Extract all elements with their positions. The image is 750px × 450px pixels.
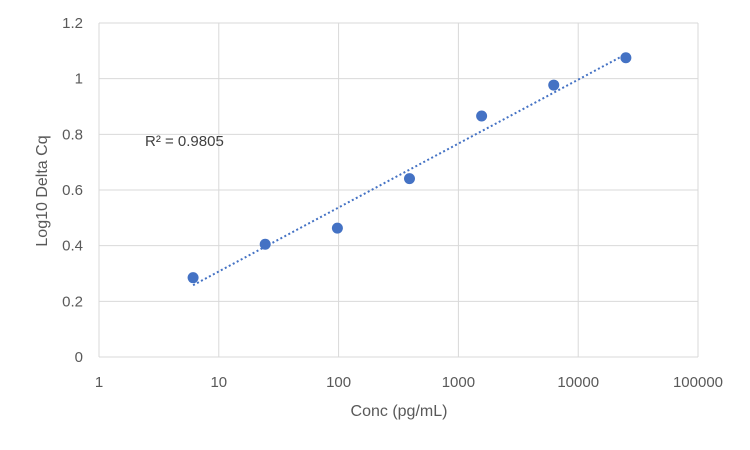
y-tick-label: 1 <box>75 71 83 88</box>
data-point <box>331 222 343 234</box>
x-tick-label: 100000 <box>673 374 723 391</box>
y-tick-label: 0.2 <box>62 293 83 310</box>
x-tick-label: 10 <box>210 374 227 391</box>
trendline <box>192 53 627 287</box>
data-point <box>548 79 560 91</box>
trendline-group <box>192 53 627 287</box>
x-tick-label: 1000 <box>442 374 475 391</box>
data-point <box>259 238 271 250</box>
y-tick-label: 0.6 <box>62 182 83 199</box>
data-point <box>187 272 199 284</box>
r-squared-annotation: R² = 0.9805 <box>145 133 224 150</box>
x-tick-label: 10000 <box>557 374 599 391</box>
y-tick-label: 0.4 <box>62 238 83 255</box>
tick-labels: 0 0.2 0.4 0.6 0.8 1 1.2 1 10 100 1000 10000 100000 <box>62 15 723 391</box>
y-axis-title: Log10 Delta Cq <box>34 135 51 246</box>
y-tick-label: 0 <box>75 349 83 366</box>
y-tick-label: 0.8 <box>62 126 83 143</box>
x-axis-title: Conc (pg/mL) <box>351 403 448 420</box>
y-tick-label: 1.2 <box>62 15 83 32</box>
data-points <box>187 52 632 284</box>
data-point <box>403 173 415 185</box>
axes <box>98 23 698 358</box>
data-point <box>476 110 488 122</box>
gridlines <box>99 22 699 357</box>
data-point <box>620 52 632 64</box>
x-tick-label: 1 <box>95 374 103 391</box>
x-tick-label: 100 <box>326 374 351 391</box>
